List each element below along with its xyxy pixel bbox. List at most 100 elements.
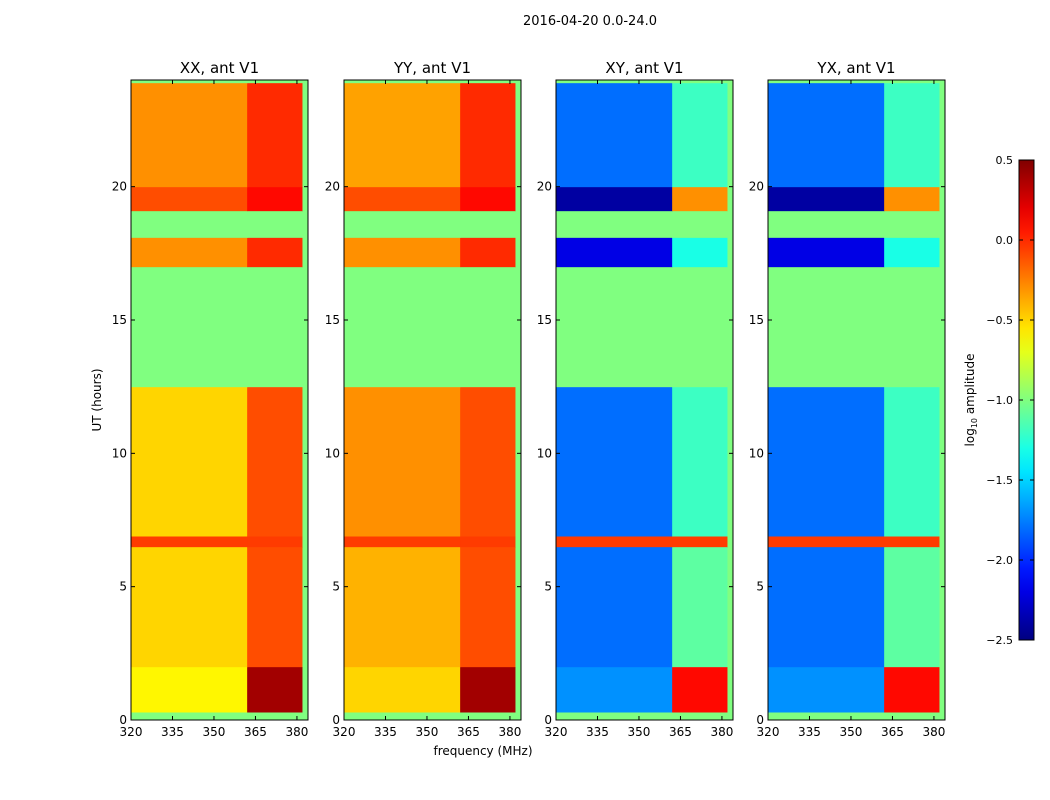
x-tick-label: 320 [757,725,780,739]
colorbar-tick-label: −1.0 [986,394,1013,407]
heatmap-cell [302,80,309,84]
axes-frame [130,79,309,721]
x-tick-label: 320 [545,725,568,739]
x-tick-label: 365 [881,725,904,739]
x-tick-label: 380 [922,725,945,739]
heatmap-cell [302,386,309,537]
panel-1: YY, ant V1 320 335 350 365 380 0 5 10 15 20 [325,59,522,739]
x-tick-label: 365 [457,725,480,739]
heatmap-cell [302,210,309,238]
heatmap-cell [556,386,673,537]
heatmap-cell [884,266,940,388]
x-axis-label: frequency (MHz) [433,744,532,758]
heatmap-cell [302,712,309,721]
heatmap-cell [768,82,885,188]
heatmap-cell [460,210,516,238]
heatmap-cell [939,386,946,537]
y-tick-label: 20 [749,180,764,194]
x-tick-label: 380 [498,725,521,739]
heatmap-cell [131,536,248,548]
heatmap-cell [768,266,885,388]
heatmap-cell [768,712,885,721]
heatmap-cell [515,237,522,268]
y-tick-label: 10 [749,446,764,460]
panel-2: XY, ant V1 320 335 350 365 380 0 5 10 15 20 [537,59,734,739]
heatmap-cell [302,186,309,212]
heatmap-cell [727,712,734,721]
y-tick-label: 15 [112,313,127,327]
heatmap-cell [515,82,522,188]
heatmap-cell [768,536,885,548]
heatmap-cell [247,666,303,713]
heatmap-cell [302,266,309,388]
heatmap-cell [460,237,516,268]
y-tick-label: 5 [756,580,764,594]
figure-title: 2016-04-20 0.0-24.0 [523,14,657,29]
heatmap-cell [460,386,516,537]
heatmap-cell [131,237,248,268]
heatmap-cell [727,386,734,537]
heatmap-cell [939,712,946,721]
heatmap-cell [344,386,461,537]
heatmap-cell [302,237,309,268]
heatmap-cell [939,210,946,238]
x-tick-label: 350 [628,725,651,739]
y-tick-label: 0 [119,713,127,727]
axes-frame [343,79,522,721]
heatmap-cell [556,186,673,212]
heatmap-cell [672,266,728,388]
heatmap-cell [460,82,516,188]
heatmap-cell [727,266,734,388]
heatmap-cell [884,386,940,537]
heatmap-cell [460,666,516,713]
heatmap-cell [727,237,734,268]
heatmap-cell [515,536,522,548]
y-tick-label: 10 [537,446,552,460]
heatmap-cell [672,536,728,548]
heatmap-cell [131,80,248,84]
panel-title: XY, ant V1 [605,59,683,77]
heatmap-cell [939,666,946,713]
heatmap-cell [768,386,885,537]
heatmap-cell [672,237,728,268]
heatmap-cell [515,210,522,238]
heatmap-cell [247,386,303,537]
heatmap-cell [515,712,522,721]
heatmap-cell [556,666,673,713]
heatmap-cell [344,80,461,84]
heatmap-cell [131,712,248,721]
heatmap-cell [131,386,248,537]
panel-title: YY, ant V1 [393,59,471,77]
x-tick-label: 335 [161,725,184,739]
heatmap-cell [247,210,303,238]
y-tick-label: 10 [325,446,340,460]
heatmap-cell [247,266,303,388]
heatmap-cell [247,186,303,212]
heatmap-cell [884,80,940,84]
panel-3: YX, ant V1 320 335 350 365 380 0 5 10 15 20 [749,59,946,739]
colorbar-label: log10 amplitude [963,354,979,447]
y-tick-label: 15 [749,313,764,327]
x-tick-label: 335 [586,725,609,739]
heatmap-cell [515,266,522,388]
heatmap-cell [556,536,673,548]
heatmap-cell [556,266,673,388]
heatmap-cell [884,210,940,238]
heatmap-cell [768,546,885,668]
heatmap-cell [302,82,309,188]
heatmap-cell [672,80,728,84]
heatmap-cell [556,80,673,84]
heatmap-cell [247,712,303,721]
panel-0: XX, ant V1 320 335 350 365 380 0 5 10 15 20 [112,59,309,739]
heatmap-cell [884,666,940,713]
heatmap-cell [131,546,248,668]
heatmap-cell [727,82,734,188]
heatmap-cell [247,546,303,668]
heatmap-cell [515,186,522,212]
colorbar-tick-label: −0.5 [986,314,1013,327]
panel-title: XX, ant V1 [180,59,259,77]
y-tick-label: 15 [325,313,340,327]
heatmap-cell [344,210,461,238]
panel-title: YX, ant V1 [816,59,895,77]
